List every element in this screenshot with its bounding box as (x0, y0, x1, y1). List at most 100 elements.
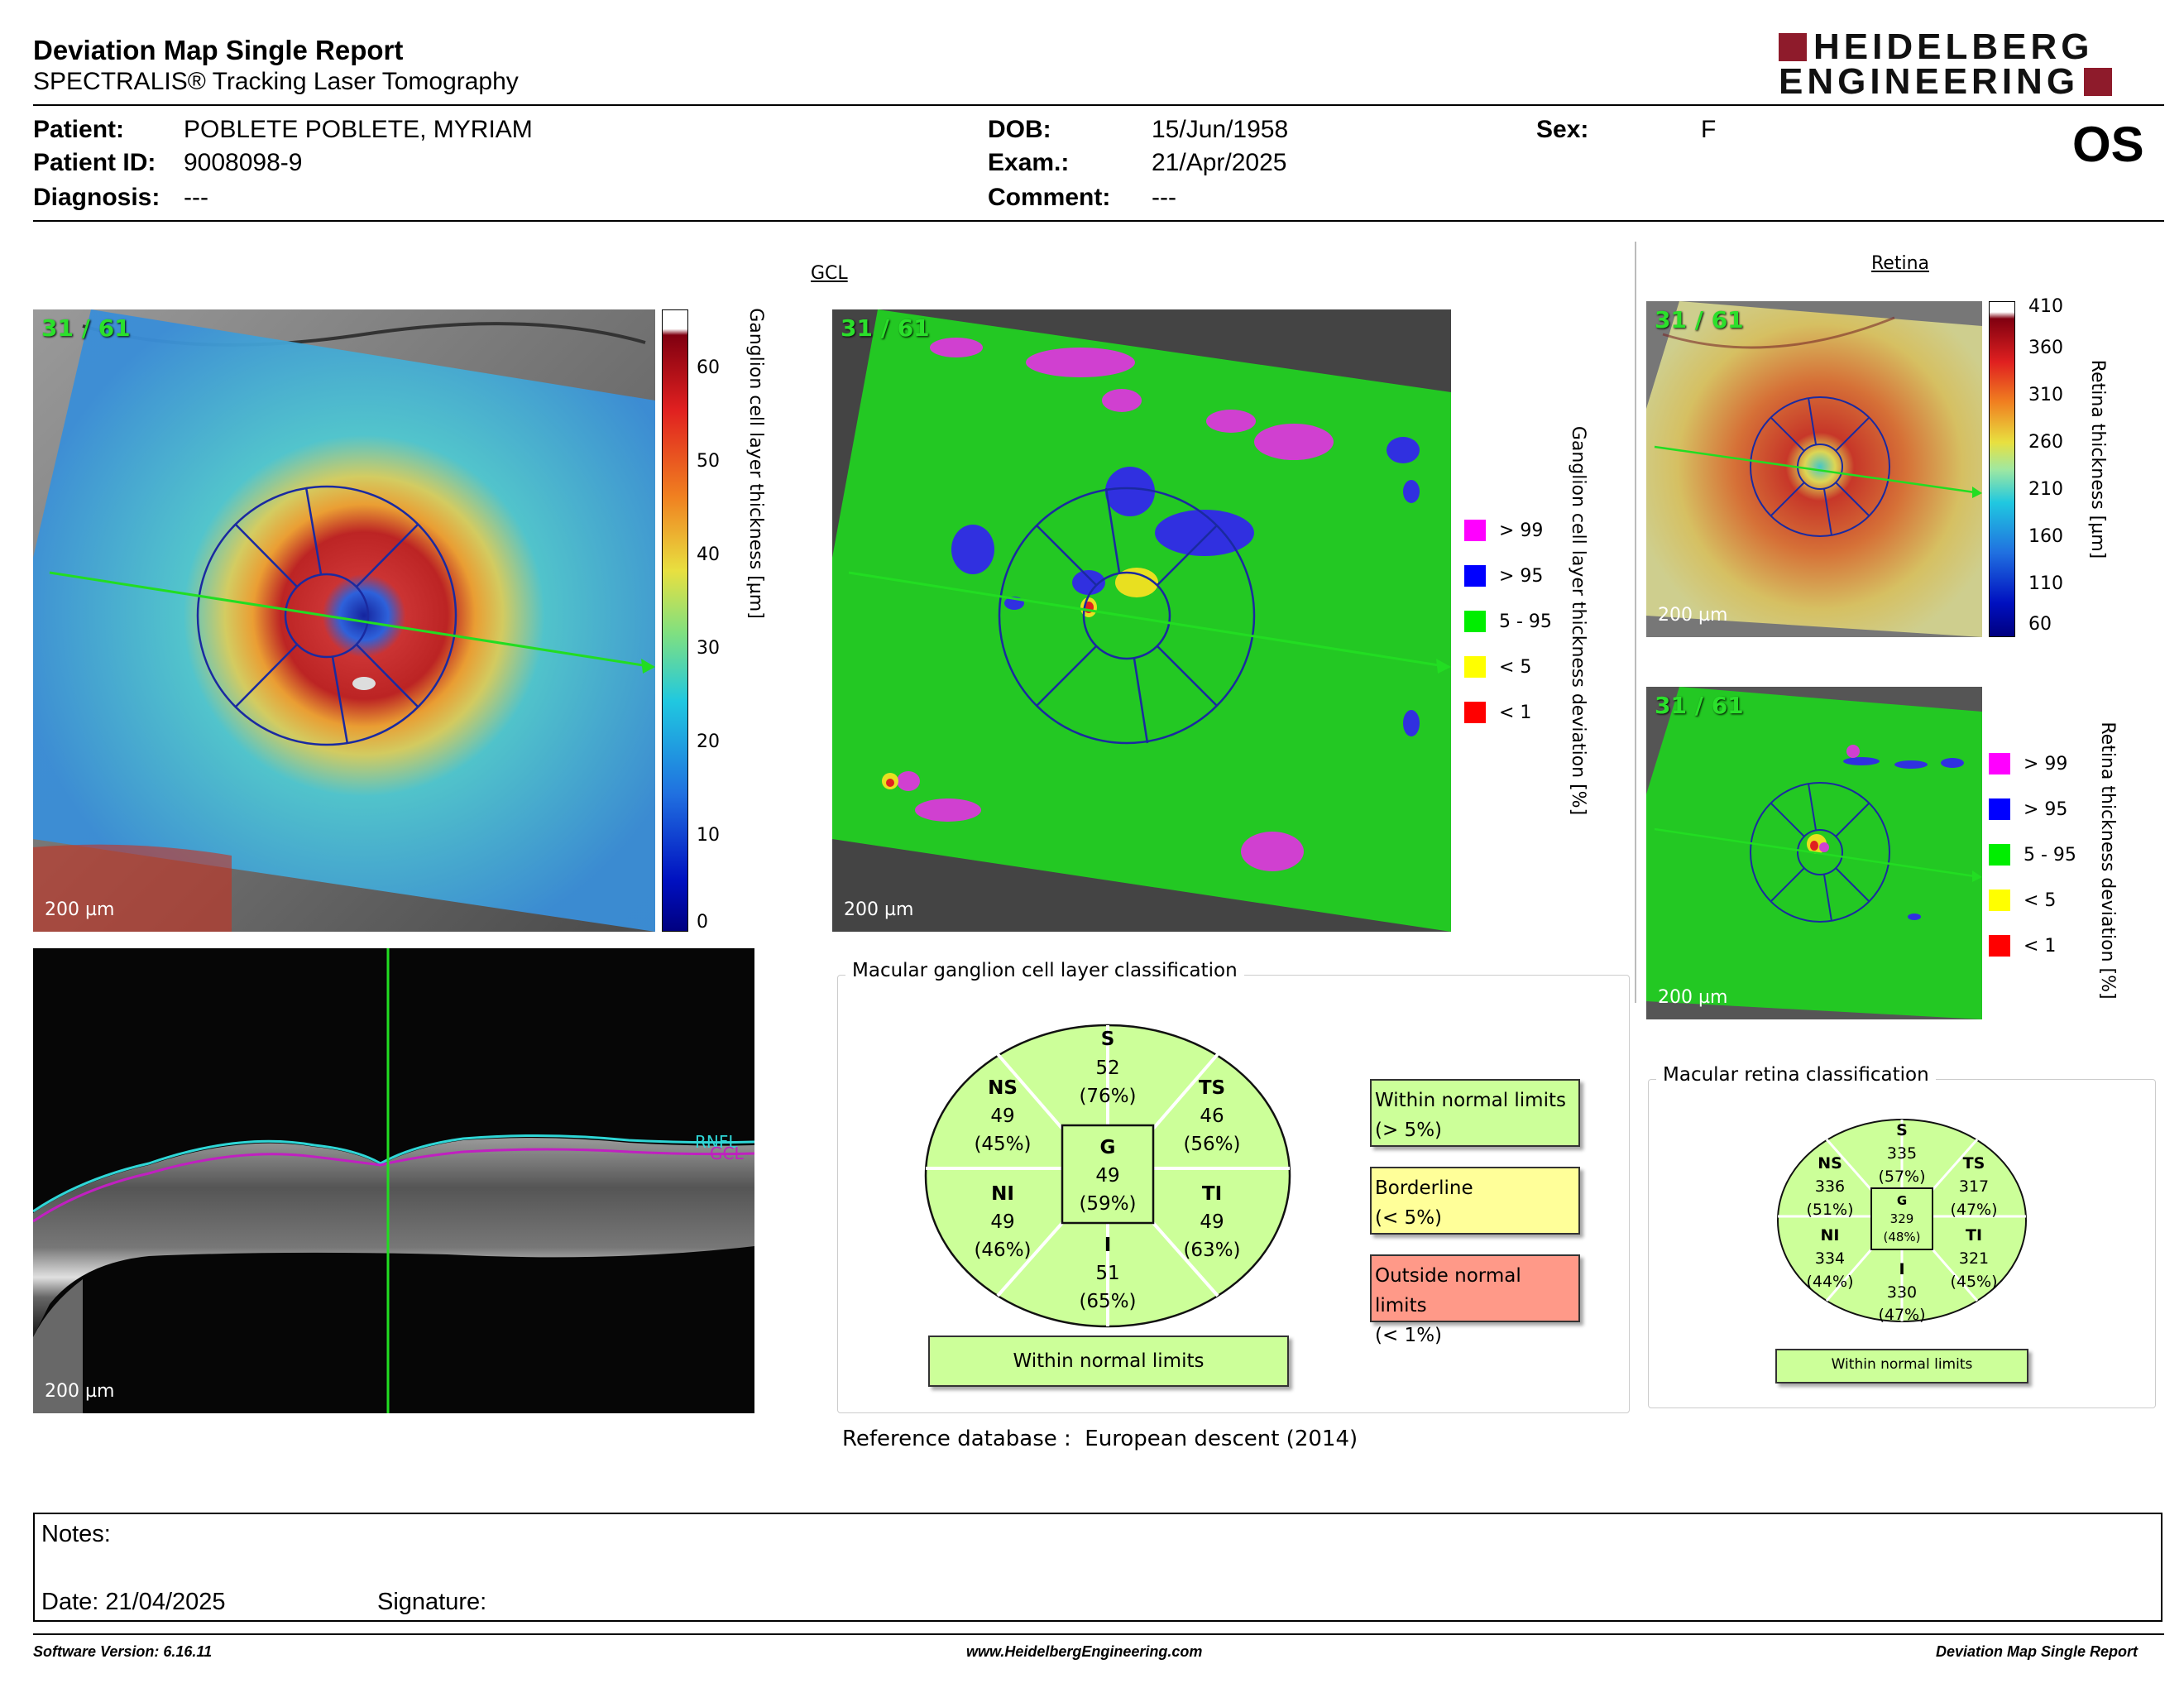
gcl-scan-number: 31 / 61 (41, 314, 131, 342)
svg-text:329: 329 (1890, 1211, 1914, 1226)
diagnosis-label: Diagnosis: (33, 184, 160, 211)
svg-text:TI: TI (1202, 1183, 1222, 1205)
svg-text:51: 51 (1095, 1263, 1119, 1284)
retina-sector-chart: S 335 (57%) NS 336 (51%) TS 317 (47%) G … (1777, 1119, 2027, 1324)
notes-label: Notes: (41, 1521, 111, 1547)
legend-item-gt99: > 99 (1464, 520, 1543, 541)
svg-text:TS: TS (1199, 1077, 1225, 1099)
scan-line (49, 571, 654, 669)
retina-colorbar-ticks: 410 360 310 260 210 160 110 60 (2028, 296, 2063, 635)
legend-item-gt95: > 95 (1464, 565, 1543, 587)
legend-outside-normal: Outside normal limits (< 1%) (1370, 1254, 1580, 1346)
report-title: Deviation Map Single Report (33, 35, 404, 65)
website-link[interactable]: www.HeidelbergEngineering.com (966, 1643, 1203, 1660)
report-subtitle: SPECTRALIS® Tracking Laser Tomography (33, 68, 519, 95)
svg-text:G: G (1100, 1137, 1116, 1158)
svg-text:321: 321 (1959, 1249, 1989, 1268)
svg-text:(56%): (56%) (1183, 1134, 1240, 1155)
scale-label: 200 µm (45, 1381, 115, 1402)
svg-text:335: 335 (1887, 1144, 1917, 1163)
software-version: Software Version: 6.16.11 (33, 1643, 213, 1660)
legend-borderline: Borderline (< 5%) (1370, 1167, 1580, 1235)
retina-scan-number: 31 / 61 (1655, 306, 1744, 333)
legend-swatch (1464, 611, 1486, 632)
oct-bscan: RNFL GCL 200 µm (33, 948, 754, 1413)
patient-name: POBLETE POBLETE, MYRIAM (184, 116, 533, 143)
svg-text:(59%): (59%) (1079, 1193, 1136, 1215)
gcl-boundary (33, 1148, 754, 1223)
gcl-deviation-axis-label: Ganglion cell layer thickness deviation … (1568, 425, 1588, 816)
svg-text:(44%): (44%) (1806, 1273, 1853, 1291)
patient-id-label: Patient ID: (33, 149, 156, 176)
retina-legend-gt99: > 99 (1989, 753, 2067, 774)
svg-text:317: 317 (1959, 1177, 1989, 1196)
svg-text:(45%): (45%) (974, 1134, 1031, 1155)
gcl-thickness-colorbar (662, 309, 688, 932)
svg-text:NI: NI (991, 1183, 1014, 1205)
retina-dev-scan-number: 31 / 61 (1655, 692, 1744, 719)
svg-text:(45%): (45%) (1950, 1273, 1997, 1291)
eye-label: OS (2072, 117, 2144, 172)
retina-section-title: Retina (1871, 253, 1929, 274)
gcl-sector-chart: S 52 (76%) NS 49 (45%) TS 46 (56%) G 49 … (924, 1024, 1291, 1328)
exam-value: 21/Apr/2025 (1152, 149, 1287, 176)
scale-label: 200 µm (1658, 605, 1728, 626)
retina-thickness-map: 31 / 61 200 µm (1646, 301, 1982, 637)
svg-text:TI: TI (1966, 1226, 1982, 1244)
gcl-classification-title: Macular ganglion cell layer classificati… (845, 960, 1244, 981)
legend-swatch (1464, 565, 1486, 587)
retina-classification-title: Macular retina classification (1656, 1064, 1936, 1086)
retina-thickness-axis-label: Retina thickness [µm] (2087, 359, 2108, 559)
scale-label: 200 µm (45, 899, 115, 920)
heidelberg-logo: HEIDELBERG ENGINEERING (1779, 29, 2164, 100)
gcl-result-box: Within normal limits (928, 1336, 1289, 1387)
svg-text:(65%): (65%) (1079, 1291, 1136, 1312)
sex-label: Sex: (1536, 116, 1589, 143)
patient-label: Patient: (33, 116, 125, 143)
legend-item-5-95: 5 - 95 (1464, 611, 1552, 632)
rnfl-layer-label: RNFL (695, 1132, 738, 1152)
legend-swatch (1464, 702, 1486, 723)
exam-label: Exam.: (988, 149, 1070, 176)
retina-legend-lt5: < 5 (1989, 890, 2056, 911)
section-divider (1635, 242, 1636, 1003)
signature-label: Signature: (377, 1589, 487, 1615)
svg-text:52: 52 (1095, 1057, 1119, 1079)
retina-legend-gt95: > 95 (1989, 798, 2067, 820)
etdrs-grid-gcl (49, 485, 655, 746)
svg-text:S: S (1896, 1121, 1908, 1139)
svg-text:46: 46 (1200, 1105, 1224, 1127)
gcl-section-title: GCL (811, 263, 848, 284)
svg-text:I: I (1104, 1235, 1112, 1256)
svg-text:NI: NI (1821, 1226, 1840, 1244)
dob-value: 15/Jun/1958 (1152, 116, 1289, 143)
gcl-thickness-axis-label: Ganglion cell layer thickness [µm] (745, 308, 766, 619)
comment-value: --- (1152, 184, 1176, 211)
sex-value: F (1701, 116, 1717, 143)
notes-box: Notes: Date: 21/04/2025 Signature: (33, 1513, 2162, 1622)
svg-text:(47%): (47%) (1950, 1201, 1997, 1219)
retina-thickness-colorbar (1989, 301, 2015, 637)
svg-text:(51%): (51%) (1806, 1201, 1853, 1219)
rnfl-boundary (33, 1134, 754, 1213)
legend-swatch (1989, 935, 2010, 957)
svg-text:(48%): (48%) (1883, 1230, 1920, 1244)
legend-swatch (1989, 753, 2010, 774)
legend-swatch (1989, 798, 2010, 820)
svg-text:49: 49 (990, 1105, 1014, 1127)
legend-swatch (1989, 890, 2010, 911)
svg-text:49: 49 (1095, 1165, 1119, 1187)
dob-label: DOB: (988, 116, 1051, 143)
logo-square-icon (1779, 33, 1807, 61)
svg-text:G: G (1897, 1193, 1907, 1208)
svg-text:TS: TS (1963, 1154, 1985, 1172)
legend-item-lt5: < 5 (1464, 656, 1531, 678)
patient-id: 9008098-9 (184, 149, 303, 176)
svg-text:S: S (1101, 1029, 1115, 1050)
retina-legend-5-95: 5 - 95 (1989, 844, 2076, 866)
scale-label: 200 µm (844, 899, 914, 920)
retina-deviation-axis-label: Retina thickness deviation [%] (2097, 722, 2118, 1000)
legend-swatch (1464, 656, 1486, 678)
svg-text:49: 49 (1200, 1211, 1224, 1233)
svg-text:49: 49 (990, 1211, 1014, 1233)
